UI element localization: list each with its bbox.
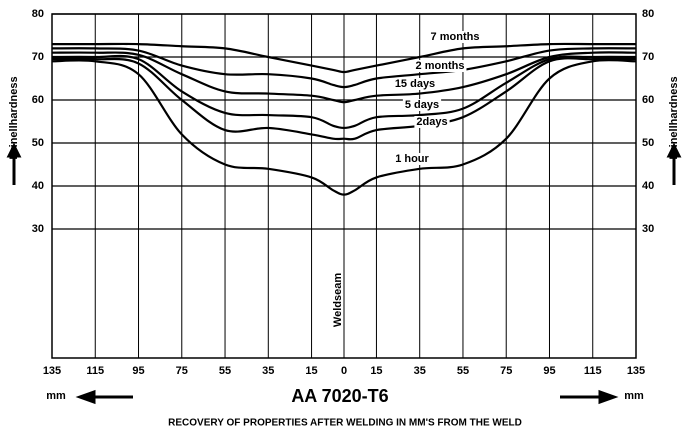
x-unit: mm — [46, 390, 66, 402]
arrow-up — [666, 142, 682, 185]
series-label: 2days — [416, 116, 447, 128]
y-tick-label-right: 70 — [642, 51, 654, 63]
label-background — [413, 60, 467, 72]
chart-title: AA 7020-T6 — [291, 386, 388, 406]
x-tick-label: 115 — [86, 365, 104, 377]
series-label: 2 months — [416, 60, 465, 72]
x-tick-label: 35 — [414, 365, 426, 377]
y-tick-label-right: 30 — [642, 223, 654, 235]
label-background — [392, 78, 438, 90]
label-background — [428, 31, 482, 43]
series-label: 7 months — [431, 31, 480, 43]
line-series — [51, 51, 637, 104]
x-tick-label: 95 — [543, 365, 555, 377]
arrow-left — [75, 389, 133, 405]
x-tick-label: 95 — [132, 365, 144, 377]
series-label: 15 days — [395, 78, 435, 90]
x-tick-label: 55 — [457, 365, 469, 377]
x-tick-label: 75 — [500, 365, 512, 377]
series-label: 1 hour — [395, 153, 429, 165]
y-tick-label-right: 40 — [642, 180, 654, 192]
y-tick-label-right: 60 — [642, 94, 654, 106]
label-background — [402, 99, 442, 111]
line-series — [51, 54, 637, 130]
x-tick-label: 15 — [370, 365, 382, 377]
x-tick-label: 35 — [262, 365, 274, 377]
chart-subtitle: RECOVERY OF PROPERTIES AFTER WELDING IN … — [168, 418, 522, 429]
y-tick-label: 60 — [32, 94, 44, 106]
arrow-up — [6, 142, 22, 185]
y-tick-label: 40 — [32, 180, 44, 192]
line-series — [51, 47, 637, 89]
x-tick-label: 55 — [219, 365, 231, 377]
y-axis-label: Brinellhardness — [8, 76, 20, 159]
x-tick-label: 115 — [584, 365, 602, 377]
line-series — [51, 57, 637, 141]
x-tick-label: 135 — [627, 365, 645, 377]
series-label: 5 days — [405, 99, 439, 111]
x-tick-label: 135 — [43, 365, 61, 377]
x-tick-label: 0 — [341, 365, 347, 377]
line-series — [51, 58, 637, 196]
x-tick-label: 75 — [176, 365, 188, 377]
y-tick-label: 50 — [32, 137, 44, 149]
x-tick-label: 15 — [305, 365, 317, 377]
y-tick-label-right: 80 — [642, 8, 654, 20]
label-background — [393, 153, 431, 165]
y-axis-label-right: Brinellhardness — [668, 76, 680, 159]
y-tick-label-right: 50 — [642, 137, 654, 149]
y-tick-label: 80 — [32, 8, 44, 20]
x-unit: mm — [624, 390, 644, 402]
arrow-right — [560, 389, 619, 405]
y-tick-label: 70 — [32, 51, 44, 63]
y-tick-label: 30 — [32, 223, 44, 235]
line-series — [52, 42, 636, 74]
weldseam-label: Weldseam — [332, 273, 344, 327]
label-background — [414, 116, 450, 128]
